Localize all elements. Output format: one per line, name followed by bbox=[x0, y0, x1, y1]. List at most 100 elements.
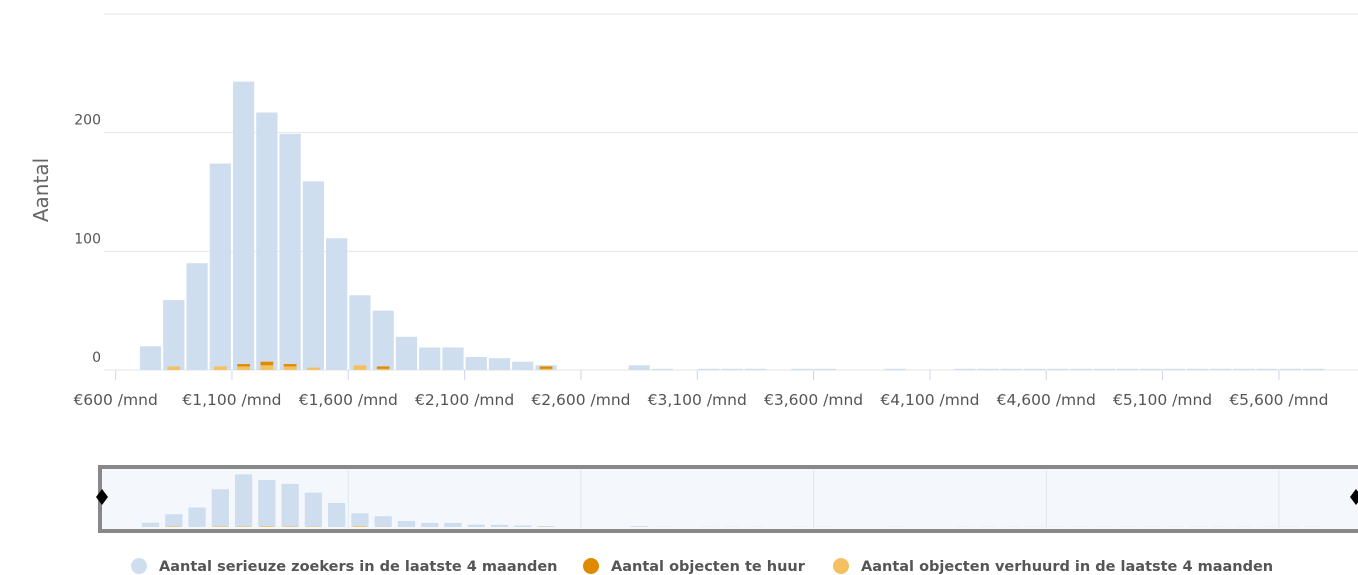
bar bbox=[283, 366, 297, 370]
bar bbox=[488, 358, 511, 370]
bar bbox=[465, 356, 487, 370]
navigator-bar bbox=[283, 526, 297, 527]
navigator-bar bbox=[167, 526, 181, 527]
x-tick-label: €2,100 /mnd bbox=[415, 391, 514, 409]
bar bbox=[1186, 368, 1209, 370]
legend-label[interactable]: Aantal objecten verhuurd in de laatste 4… bbox=[861, 559, 1273, 575]
bar bbox=[512, 361, 534, 370]
navigator-bar bbox=[258, 479, 276, 527]
legend-label[interactable]: Aantal objecten te huur bbox=[611, 559, 806, 575]
bar bbox=[376, 368, 390, 370]
bar bbox=[283, 364, 297, 367]
legend-label[interactable]: Aantal serieuze zoekers in de laatste 4 … bbox=[159, 559, 557, 575]
navigator-bar bbox=[421, 522, 439, 527]
navigator-bar bbox=[537, 526, 555, 527]
x-tick-label: €600 /mnd bbox=[73, 391, 157, 409]
x-tick-label: €3,600 /mnd bbox=[764, 391, 863, 409]
bar bbox=[237, 364, 250, 367]
bar bbox=[209, 163, 231, 370]
y-tick-label: 0 bbox=[92, 350, 101, 366]
navigator-handle[interactable] bbox=[1350, 489, 1358, 505]
bar bbox=[791, 368, 813, 370]
navigator-bar bbox=[234, 474, 253, 527]
bar bbox=[1233, 368, 1255, 370]
x-tick-label: €4,100 /mnd bbox=[880, 391, 979, 409]
bar bbox=[1023, 368, 1046, 370]
bar bbox=[884, 368, 906, 370]
bar bbox=[256, 112, 278, 370]
bar bbox=[744, 368, 767, 370]
x-tick-label: €1,600 /mnd bbox=[299, 391, 398, 409]
navigator-bar bbox=[260, 526, 274, 527]
bar bbox=[302, 181, 325, 370]
navigator-bar bbox=[188, 507, 206, 527]
bar bbox=[1163, 368, 1185, 370]
navigator-bar bbox=[351, 513, 369, 527]
bar bbox=[1070, 368, 1092, 370]
bar bbox=[1117, 368, 1139, 370]
navigator-bar bbox=[397, 520, 416, 527]
navigator-bar bbox=[444, 522, 462, 527]
bar bbox=[326, 238, 348, 370]
bar bbox=[395, 336, 418, 370]
bar bbox=[628, 365, 650, 370]
navigator-bar bbox=[374, 516, 392, 527]
bar bbox=[232, 81, 255, 370]
bar bbox=[419, 347, 441, 370]
bar bbox=[186, 263, 208, 370]
bar bbox=[139, 346, 162, 370]
navigator-handle[interactable] bbox=[96, 489, 108, 505]
navigator-bar bbox=[281, 483, 299, 527]
navigator-bar bbox=[165, 514, 183, 527]
y-tick-label: 200 bbox=[74, 113, 101, 129]
navigator-bar bbox=[237, 526, 250, 527]
navigator-bar bbox=[211, 489, 229, 527]
bar bbox=[1210, 368, 1232, 370]
navigator-bar bbox=[141, 522, 160, 527]
bar bbox=[167, 366, 181, 370]
bar bbox=[814, 368, 836, 370]
bar bbox=[977, 368, 999, 370]
bar bbox=[279, 133, 301, 370]
bar bbox=[721, 368, 743, 370]
bar bbox=[442, 347, 464, 370]
bar bbox=[1279, 368, 1302, 370]
bar bbox=[539, 366, 553, 369]
bar bbox=[237, 366, 250, 370]
x-tick-label: €2,600 /mnd bbox=[531, 391, 630, 409]
x-tick-label: €5,100 /mnd bbox=[1113, 391, 1212, 409]
y-tick-label: 100 bbox=[74, 231, 101, 247]
x-tick-label: €1,100 /mnd bbox=[182, 391, 281, 409]
x-tick-label: €5,600 /mnd bbox=[1229, 391, 1328, 409]
bar bbox=[349, 295, 371, 370]
bar bbox=[1093, 368, 1116, 370]
navigator-bar bbox=[353, 526, 367, 527]
bar bbox=[372, 310, 394, 370]
navigator-bar bbox=[630, 526, 648, 527]
bar bbox=[353, 365, 367, 370]
bar bbox=[651, 368, 673, 370]
navigator-bar bbox=[514, 525, 532, 527]
navigator-bar bbox=[328, 502, 346, 527]
bar bbox=[954, 368, 976, 370]
legend-marker[interactable] bbox=[131, 558, 147, 574]
navigator-bar bbox=[213, 526, 227, 527]
bar bbox=[307, 367, 320, 370]
navigator-bar bbox=[490, 524, 509, 527]
bar bbox=[539, 368, 553, 370]
bar bbox=[1256, 368, 1278, 370]
bar bbox=[260, 361, 274, 366]
bar bbox=[1047, 368, 1069, 370]
bar bbox=[698, 368, 720, 370]
legend-marker[interactable] bbox=[583, 558, 599, 574]
bar bbox=[376, 366, 390, 369]
y-axis-title: Aantal bbox=[29, 158, 53, 222]
bar bbox=[1303, 368, 1325, 370]
navigator-bar bbox=[304, 492, 323, 527]
bar bbox=[1000, 368, 1022, 370]
x-tick-label: €3,100 /mnd bbox=[648, 391, 747, 409]
navigator-bar bbox=[467, 524, 485, 527]
legend-marker[interactable] bbox=[833, 558, 849, 574]
bar bbox=[260, 365, 274, 370]
bar bbox=[163, 299, 185, 370]
